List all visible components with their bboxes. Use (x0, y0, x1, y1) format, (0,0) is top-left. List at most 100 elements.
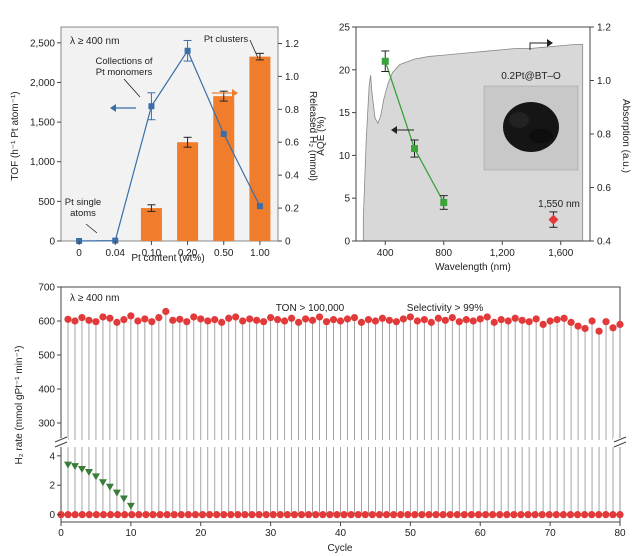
annotation-pt-clusters: Pt clusters (204, 34, 249, 45)
panel-c-red-point (225, 314, 233, 322)
panel-c-red-point (490, 318, 498, 326)
panel-c-ytick-lower-label: 2 (49, 481, 55, 492)
panel-c-xtick-label: 80 (614, 528, 626, 539)
panel-c-red-point (371, 317, 380, 325)
panel-c-xtick-label: 30 (265, 528, 277, 539)
panel-c-red-point (497, 316, 505, 324)
point-1550-label: 1,550 nm (538, 199, 580, 210)
panel-a-bar (140, 208, 162, 241)
panel-c-red-point (476, 315, 484, 323)
panel-a-ytick-right-label: 1.2 (285, 39, 299, 50)
panel-c-red-point (427, 318, 435, 326)
panel-b-aqe-point (440, 198, 448, 206)
panel-c-red-point (134, 317, 142, 325)
panel-c-red-zero-point (64, 511, 72, 519)
panel-c-red-zero-point (609, 511, 617, 519)
panel-a-ylabel-left: TOF (h⁻¹ Pt atom⁻¹) (10, 91, 21, 180)
panel-c-red-zero-point (177, 511, 185, 519)
panel-c-red-point (532, 315, 540, 323)
panel-c-red-zero-point (106, 511, 115, 519)
panel-c-red-series (57, 307, 624, 519)
panel-c-red-zero-point (538, 511, 546, 519)
panel-c-red-zero-point (163, 511, 171, 519)
panel-c-red-zero-point (489, 511, 497, 519)
panel-c-xtick-label: 50 (405, 528, 417, 539)
panel-a-ytick-right-label: 0.8 (285, 105, 299, 116)
panel-c-red-point (441, 316, 449, 324)
panel-c-red-zero-point (375, 511, 384, 519)
arrow-left-blue-icon (110, 104, 136, 112)
panel-c-red-point (609, 324, 617, 332)
panel-c-red-zero-point (389, 511, 398, 519)
panel-c-red-point (218, 318, 226, 326)
panel-c-red-point (602, 318, 610, 326)
panel-b-ytick-right-label: 0.4 (597, 237, 611, 248)
panel-c-red-zero-point (361, 511, 369, 519)
panel-b-ytick-left-label: 5 (344, 194, 350, 205)
panel-c-red-point (162, 307, 170, 316)
panel-c-red-point (518, 316, 526, 324)
panel-a-tof-point (112, 237, 119, 244)
panel-c-red-point (197, 315, 205, 323)
panel-c-red-point (483, 313, 491, 321)
panel-c-red-zero-point (581, 511, 589, 519)
panel-c-red-zero-point (283, 511, 292, 519)
panel-a-bars (140, 52, 271, 241)
panel-a-xlabel: Pt content (wt%) (131, 253, 204, 264)
panel-c-red-point (364, 316, 373, 324)
panel-c-red-point (322, 318, 331, 326)
panel-c-red-point (239, 317, 247, 325)
panel-b-xtick-label: 400 (377, 248, 394, 259)
panel-c-red-zero-point (184, 511, 192, 519)
panel-a-ytick-right-label: 0.6 (285, 138, 299, 149)
panel-a-condition-label: λ ≥ 400 nm (70, 36, 119, 47)
panel-c-red-point (434, 314, 442, 322)
panel-c-red-zero-point (397, 511, 405, 519)
panel-a-ytick-right-label: 0 (285, 237, 291, 248)
panel-c-green-point (77, 466, 86, 474)
panel-c-red-zero-point (319, 511, 327, 519)
panel-c-red-point (315, 313, 324, 321)
panel-c-red-point (267, 314, 275, 322)
panel-c-red-zero-point (616, 511, 624, 519)
panel-c-red-point (260, 318, 268, 326)
panel-c-red-point (120, 316, 128, 324)
panel-a-ytick-left-label: 1,000 (30, 157, 55, 168)
panel-c-red-zero-point (78, 511, 86, 519)
panel-c-red-zero-point (191, 511, 200, 519)
panel-c-red-zero-point (340, 511, 348, 519)
panel-b-ytick-left-label: 25 (339, 23, 351, 34)
panel-c-red-zero-point (269, 511, 277, 519)
panel-c-red-point (378, 314, 387, 322)
panel-b-ytick-left-label: 10 (339, 151, 351, 162)
panel-c-red-point (183, 318, 191, 326)
panel-b-ylabel-right: Absorption (a.u.) (620, 99, 631, 173)
panel-c-ytick-upper-label: 600 (38, 317, 55, 328)
panel-c-red-zero-point (114, 511, 122, 519)
panel-c-ytick-lower-label: 4 (49, 451, 55, 462)
panel-c-ytick-lower-label: 0 (49, 510, 55, 521)
panel-b-axes: 0 5 10 15 20 25 0.4 0.6 0.8 1.0 1.2 400 800 1,200 1,60… (339, 23, 611, 260)
panel-c-red-point (574, 322, 582, 330)
panel-c-red-point (525, 318, 533, 326)
panel-a-ytick-right-label: 0.2 (285, 204, 299, 215)
panel-c-red-zero-point (326, 511, 334, 519)
panel-c-red-point (141, 315, 149, 323)
panel-c-red-point (232, 313, 240, 321)
panel-c-red-zero-point (156, 511, 164, 519)
panel-b-ytick-left-label: 15 (339, 108, 351, 119)
panel-c-xtick-label: 10 (125, 528, 137, 539)
panel-b-ytick-left-label: 20 (339, 65, 351, 76)
panel-c-red-point (301, 315, 310, 323)
panel-a-tof-point (220, 131, 227, 137)
panel-a-xtick-label: 0.20 (178, 248, 198, 259)
panel-b-ylabel-left: AQE (%) (316, 116, 327, 155)
panel-a-ytick-right-label: 1.0 (285, 72, 299, 83)
panel-c-red-zero-point (198, 511, 207, 519)
panel-a-xtick-label: 1.00 (250, 248, 270, 259)
panel-a-tof-point (256, 203, 263, 210)
sample-photo (483, 85, 579, 171)
panel-c-red-zero-point (439, 511, 447, 519)
panel-b-ytick-right-label: 0.6 (597, 183, 611, 194)
panel-c-red-point (127, 312, 135, 320)
